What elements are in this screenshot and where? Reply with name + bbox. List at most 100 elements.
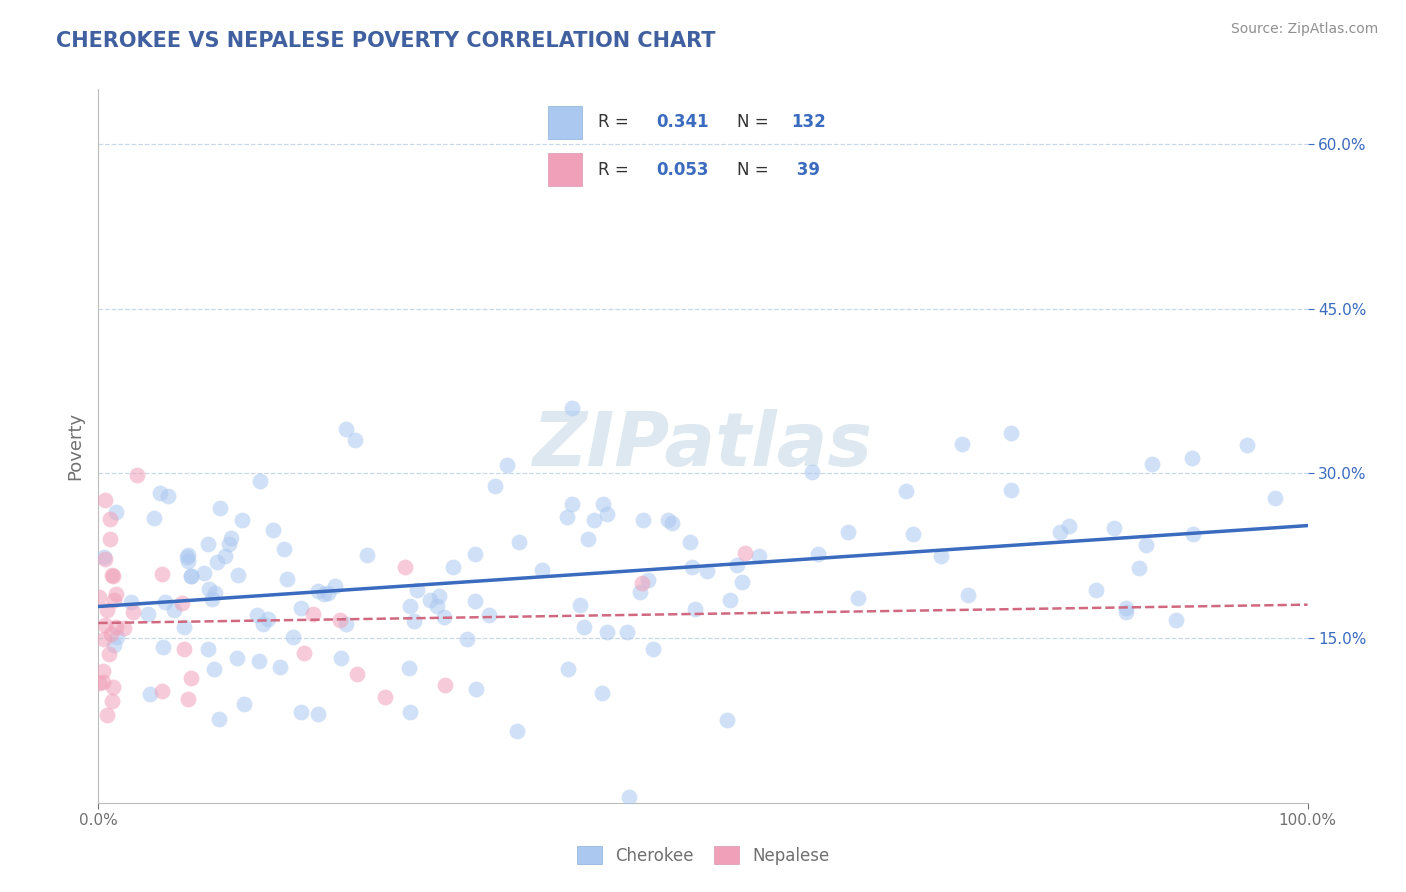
Point xyxy=(177,554,200,568)
Point xyxy=(1049,525,1071,540)
Point xyxy=(374,690,396,705)
Point xyxy=(685,602,707,616)
Point xyxy=(329,613,352,627)
Point xyxy=(433,610,456,624)
Point xyxy=(335,422,357,436)
Point xyxy=(929,549,952,564)
Point xyxy=(596,624,619,639)
Point xyxy=(398,599,420,613)
Point xyxy=(93,550,115,565)
Point xyxy=(125,468,148,483)
Point xyxy=(163,602,186,616)
Point xyxy=(246,608,269,623)
Point xyxy=(262,523,284,537)
Point xyxy=(150,567,173,582)
Point xyxy=(1166,613,1188,627)
Point xyxy=(93,632,115,647)
Point xyxy=(177,548,200,562)
Point xyxy=(98,512,121,526)
Point xyxy=(136,607,159,622)
Point xyxy=(204,585,226,599)
Point xyxy=(628,585,651,599)
Point xyxy=(346,667,368,681)
Point xyxy=(555,510,578,524)
Point xyxy=(631,513,654,527)
Point xyxy=(316,586,339,600)
Point xyxy=(226,568,249,582)
Point xyxy=(800,466,823,480)
Point xyxy=(232,698,254,712)
Point xyxy=(273,542,295,557)
Point xyxy=(696,565,718,579)
Point xyxy=(508,535,530,549)
Point xyxy=(94,618,117,632)
Point xyxy=(173,620,195,634)
Point xyxy=(426,599,449,614)
Point xyxy=(208,712,231,726)
Point xyxy=(484,479,506,493)
Point xyxy=(276,572,298,586)
Text: 39: 39 xyxy=(790,161,820,178)
Point xyxy=(464,547,486,561)
Point xyxy=(100,567,122,582)
Point xyxy=(91,675,114,690)
Point xyxy=(193,566,215,581)
Point xyxy=(568,598,591,612)
Point xyxy=(725,558,748,573)
Point xyxy=(205,555,228,569)
Point xyxy=(557,661,579,675)
Point xyxy=(91,664,114,678)
Point xyxy=(630,576,652,591)
Point xyxy=(394,559,416,574)
Point xyxy=(894,484,917,499)
Point xyxy=(219,532,242,546)
Point xyxy=(679,534,702,549)
Point xyxy=(198,582,221,597)
Point xyxy=(344,434,367,448)
Point xyxy=(506,723,529,738)
Point xyxy=(249,474,271,488)
Point xyxy=(356,548,378,562)
Point xyxy=(176,550,198,565)
Point xyxy=(252,617,274,632)
Point xyxy=(120,595,142,609)
Point xyxy=(616,624,638,639)
Point xyxy=(202,662,225,676)
Point xyxy=(307,707,329,722)
Point xyxy=(93,552,115,566)
Point xyxy=(301,607,323,621)
Point xyxy=(1264,491,1286,505)
Point xyxy=(1115,601,1137,615)
Point xyxy=(1236,438,1258,452)
Point xyxy=(103,638,125,652)
Point xyxy=(329,650,352,665)
Point xyxy=(197,642,219,657)
Point xyxy=(218,537,240,551)
Point xyxy=(661,516,683,530)
Point xyxy=(1057,519,1080,533)
Point xyxy=(170,596,193,610)
Point xyxy=(89,675,111,690)
Point xyxy=(104,505,127,519)
Point xyxy=(153,595,176,609)
Point xyxy=(1000,483,1022,497)
Text: Source: ZipAtlas.com: Source: ZipAtlas.com xyxy=(1230,22,1378,37)
Point xyxy=(122,605,145,619)
Point xyxy=(657,513,679,527)
Point xyxy=(269,660,291,674)
Point xyxy=(96,602,118,616)
Point xyxy=(208,500,231,515)
Point xyxy=(152,640,174,655)
Point xyxy=(1181,527,1204,541)
Point xyxy=(307,584,329,599)
Point xyxy=(180,569,202,583)
Legend: Cherokee, Nepalese: Cherokee, Nepalese xyxy=(568,838,838,873)
Point xyxy=(290,705,312,719)
Point xyxy=(531,563,554,577)
Point xyxy=(1135,538,1157,552)
Text: R =: R = xyxy=(599,161,634,178)
Text: CHEROKEE VS NEPALESE POVERTY CORRELATION CHART: CHEROKEE VS NEPALESE POVERTY CORRELATION… xyxy=(56,31,716,51)
Point xyxy=(150,684,173,698)
Point xyxy=(576,532,599,546)
Point xyxy=(596,507,619,521)
